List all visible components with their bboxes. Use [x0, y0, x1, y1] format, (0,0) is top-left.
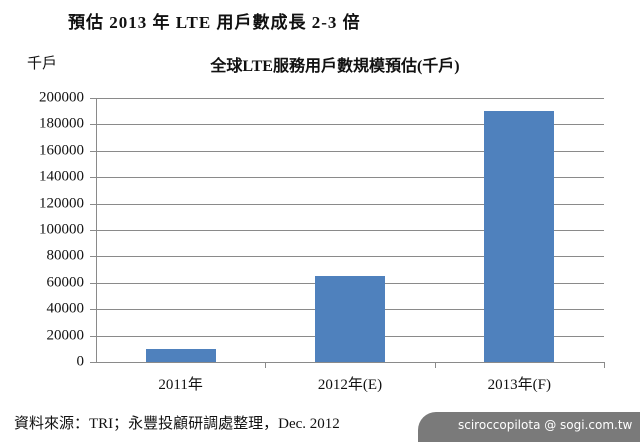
y-tick	[90, 230, 96, 231]
y-tick-label: 60000	[46, 274, 85, 291]
y-tick-label: 120000	[39, 195, 84, 212]
x-tick	[434, 362, 436, 368]
x-tick-label: 2011年	[158, 377, 203, 393]
bar	[315, 276, 385, 362]
gridline	[96, 230, 604, 231]
x-tick	[265, 362, 267, 368]
y-tick-label: 200000	[39, 89, 84, 106]
source-note: 資料來源：TRI；永豐投顧研調處整理，Dec. 2012	[14, 416, 340, 432]
gridline	[96, 124, 604, 126]
y-tick-label: 40000	[46, 300, 85, 317]
gridline	[96, 256, 604, 258]
y-tick	[90, 309, 96, 311]
y-tick	[90, 177, 96, 179]
y-tick-label: 180000	[39, 115, 84, 132]
y-tick	[90, 203, 96, 205]
y-axis-unit-label: 千戶	[27, 56, 58, 72]
y-tick-label: 0	[76, 353, 85, 370]
y-tick	[90, 282, 96, 284]
gridline	[96, 177, 604, 179]
y-tick	[90, 124, 96, 126]
x-tick-label: 2012年(E)	[317, 377, 383, 393]
watermark: sciroccopilota @ sogi.com.tw	[418, 412, 640, 442]
plot-area: 200000 180000 160000 140000 120000 100000 8000…	[39, 90, 604, 370]
gridline	[96, 98, 604, 99]
gridline	[96, 203, 604, 205]
bar	[484, 111, 555, 362]
y-tick	[90, 256, 96, 258]
x-tick	[604, 362, 605, 368]
y-tick	[90, 335, 96, 337]
y-tick-label: 20000	[46, 327, 85, 344]
y-tick-label: 140000	[39, 168, 84, 185]
gridline	[96, 150, 604, 152]
y-tick	[90, 98, 96, 99]
page-title: 預估 2013 年 LTE 用戶數成長 2-3 倍	[68, 13, 361, 32]
gridline	[96, 362, 604, 363]
chart-title: 全球LTE服務用戶數規模預估(千戶)	[210, 58, 460, 75]
y-tick-label: 80000	[46, 247, 85, 264]
y-tick	[90, 362, 96, 363]
y-tick-label: 100000	[39, 221, 84, 238]
y-tick	[90, 150, 96, 152]
x-tick-label: 2013年(F)	[487, 377, 551, 393]
y-tick-label: 160000	[39, 142, 84, 159]
bar	[145, 348, 216, 362]
